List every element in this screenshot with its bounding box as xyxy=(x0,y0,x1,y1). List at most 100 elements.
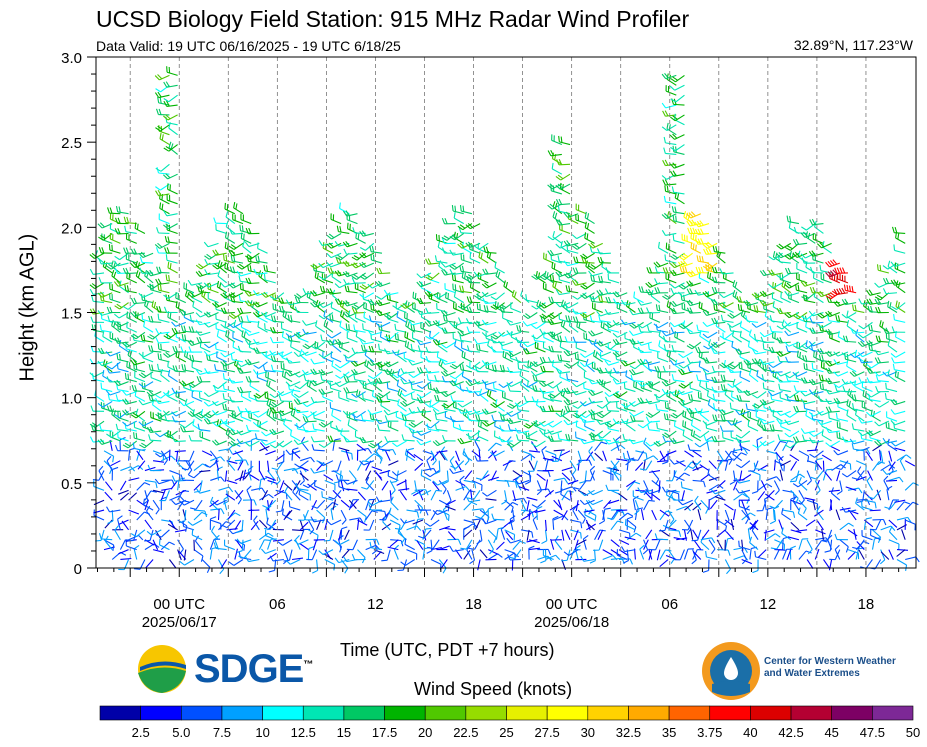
wind-barb xyxy=(652,471,659,485)
wind-barb xyxy=(144,530,153,541)
wind-barb xyxy=(237,539,251,544)
wind-barb xyxy=(319,313,333,319)
wind-barb xyxy=(341,510,346,524)
wind-barb xyxy=(893,364,905,372)
wind-barb xyxy=(603,550,613,555)
wind-barb xyxy=(147,270,161,276)
wind-barb xyxy=(713,246,725,253)
wind-barb xyxy=(180,401,194,405)
wind-barb xyxy=(840,523,854,530)
wind-barb xyxy=(739,501,750,511)
wind-barb xyxy=(355,283,365,293)
wind-barb xyxy=(151,372,161,382)
wind-barb xyxy=(212,302,226,307)
wind-barb xyxy=(312,500,317,510)
wind-barb xyxy=(445,283,456,293)
colorbar-bin xyxy=(872,706,913,720)
wind-barb xyxy=(127,233,137,243)
wind-barb xyxy=(345,530,350,540)
wind-barb xyxy=(302,320,316,325)
wind-barb xyxy=(164,307,177,313)
wind-barb xyxy=(212,440,226,445)
wind-barb xyxy=(757,437,762,451)
wind-barb xyxy=(196,271,210,276)
wind-barb xyxy=(840,540,849,553)
wind-barb xyxy=(607,461,619,470)
wind-barb xyxy=(116,424,128,431)
wind-barb xyxy=(791,522,799,529)
wind-barb xyxy=(491,401,505,407)
wind-barb xyxy=(180,421,194,427)
wind-barb xyxy=(381,550,390,561)
wind-barb xyxy=(282,323,293,333)
wind-barb xyxy=(585,222,594,234)
wind-barb xyxy=(629,401,643,406)
wind-barb xyxy=(492,514,505,520)
wind-barb xyxy=(835,534,848,540)
wind-barb xyxy=(700,409,709,422)
wind-barb xyxy=(527,500,529,511)
wind-barb xyxy=(409,421,423,427)
wind-barb xyxy=(672,186,684,194)
wind-barb xyxy=(384,349,398,354)
wind-barb xyxy=(205,368,219,373)
wind-barb xyxy=(564,350,578,355)
wind-barb xyxy=(168,262,178,273)
wind-barb xyxy=(374,551,381,559)
wind-barb xyxy=(799,490,804,504)
wind-barb xyxy=(376,300,390,306)
wind-barb xyxy=(842,471,856,477)
wind-barb xyxy=(159,539,169,550)
wind-barb xyxy=(770,326,783,332)
wind-barb xyxy=(555,536,562,550)
wind-barb xyxy=(629,411,643,416)
wind-barb xyxy=(552,134,562,144)
wind-barb xyxy=(377,268,390,274)
colorbar-bin xyxy=(385,706,426,720)
wind-barb xyxy=(366,454,380,461)
wind-barb xyxy=(107,406,120,412)
wind-barb xyxy=(111,461,121,466)
x-tick-label: 12 xyxy=(760,596,777,613)
wind-barb xyxy=(611,521,623,530)
wind-barb xyxy=(474,339,488,344)
wind-barb xyxy=(360,293,374,298)
wind-barb xyxy=(238,406,251,411)
wind-barb xyxy=(168,183,178,194)
wind-barb xyxy=(405,538,415,549)
wind-barb xyxy=(280,480,284,490)
wind-barb xyxy=(108,315,120,322)
wind-barb xyxy=(261,549,275,553)
wind-barb xyxy=(376,322,390,327)
wind-barb xyxy=(860,559,872,568)
wind-barb xyxy=(441,559,447,568)
wind-barb xyxy=(638,488,652,493)
wind-barb xyxy=(421,469,431,480)
wind-barb xyxy=(769,367,783,372)
wind-barb xyxy=(897,455,911,461)
wind-barb xyxy=(703,242,717,248)
wind-barb xyxy=(616,437,621,451)
wind-barb xyxy=(606,485,619,491)
wind-barb xyxy=(859,322,873,328)
wind-barb xyxy=(694,541,700,550)
wind-barb xyxy=(539,381,553,386)
wind-barb xyxy=(658,352,668,362)
x-tick-label: 18 xyxy=(465,596,482,613)
wind-barb xyxy=(478,420,488,431)
wind-barb xyxy=(249,391,259,401)
wind-barb xyxy=(644,456,658,461)
wind-barb xyxy=(703,421,717,425)
wind-barb xyxy=(834,398,848,404)
wind-barb xyxy=(556,368,570,373)
wind-barb xyxy=(662,389,676,394)
wind-barb xyxy=(842,379,856,384)
wind-barb xyxy=(829,490,840,491)
wind-barb xyxy=(286,371,300,376)
colorbar-bin xyxy=(832,706,873,720)
wind-barb xyxy=(139,382,153,388)
wind-barb xyxy=(786,357,799,363)
wind-barb xyxy=(112,467,118,480)
wind-barb xyxy=(721,384,733,391)
wind-barb xyxy=(387,393,399,401)
